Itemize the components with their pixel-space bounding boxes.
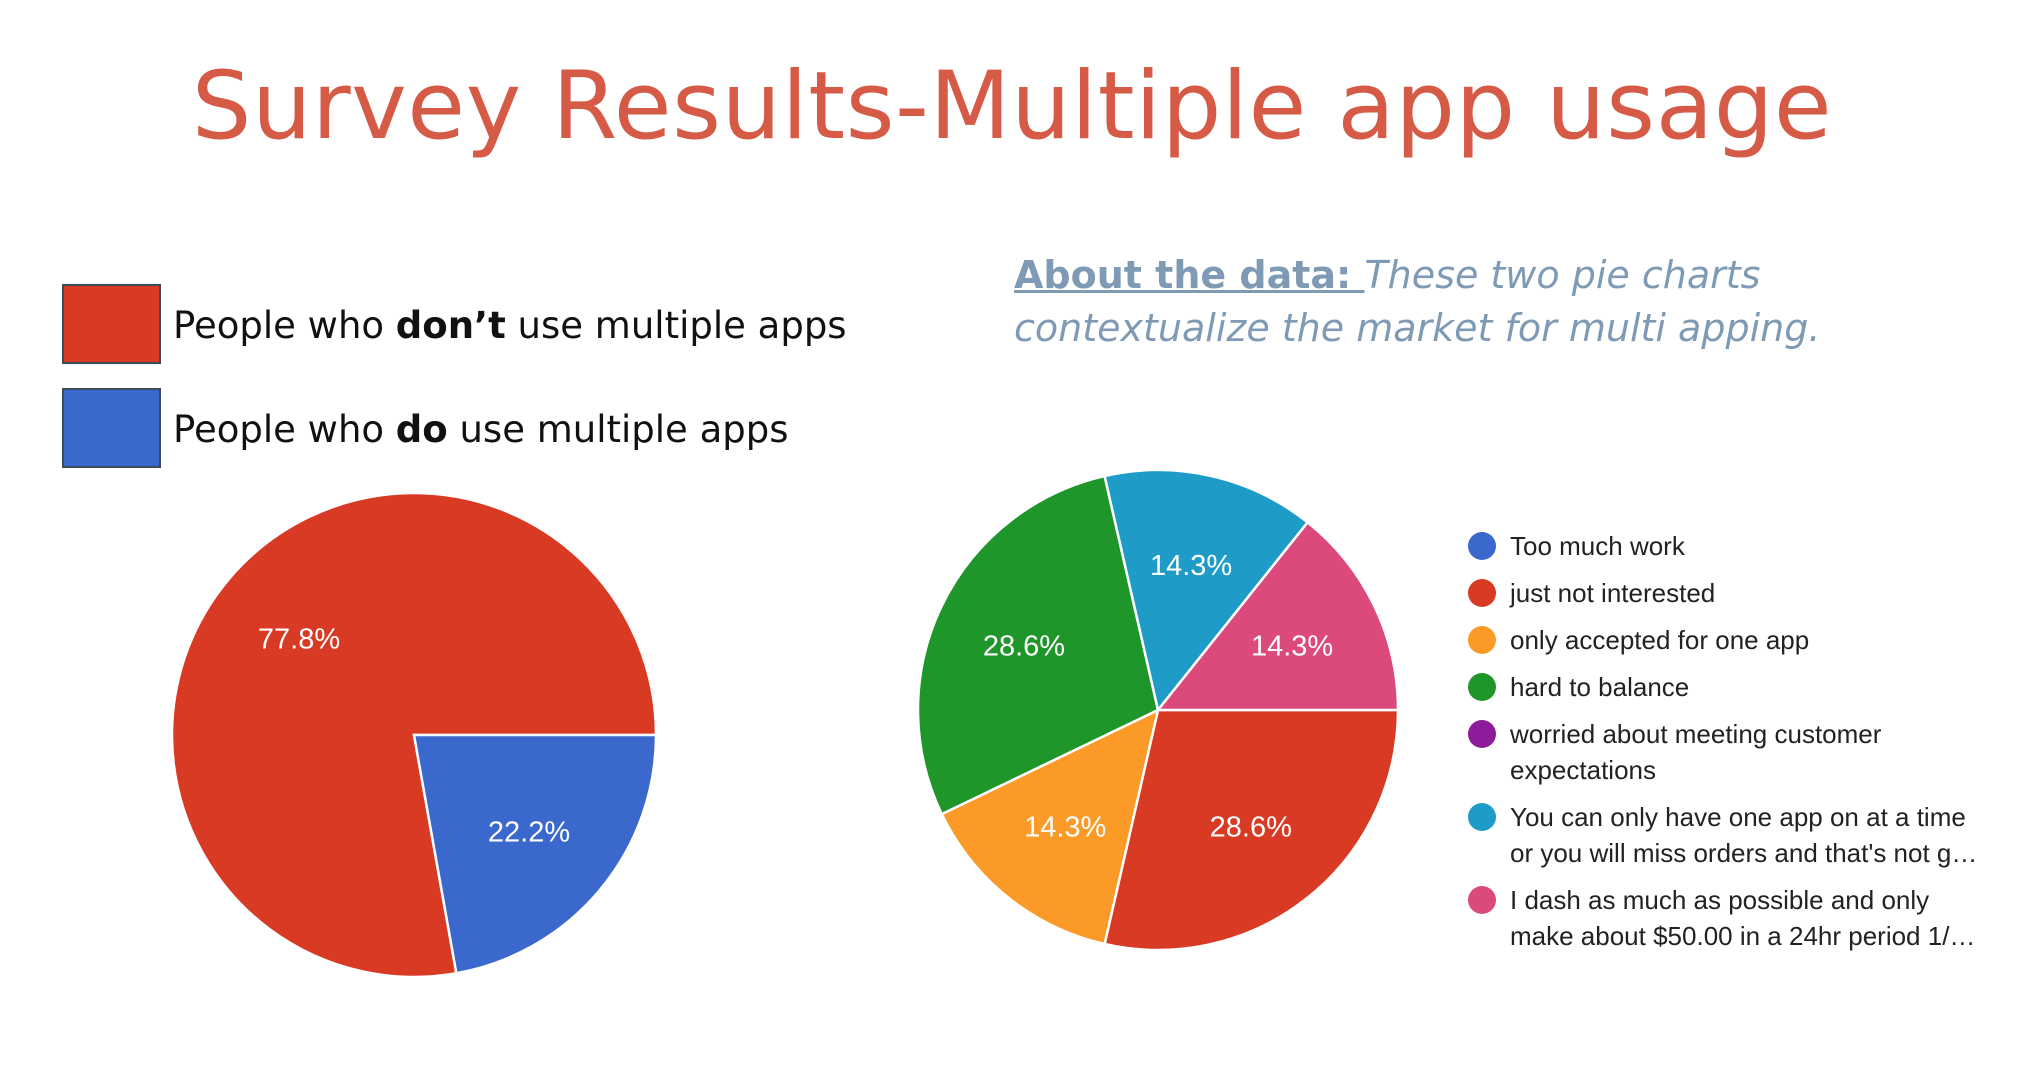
legend-label: worried about meeting customer xyxy=(1510,719,1882,749)
legend-dot-icon xyxy=(1468,579,1496,607)
pie2-data-label-5: 14.3% xyxy=(1150,550,1232,582)
pie2-slice-6 xyxy=(1155,520,1400,712)
pie1-data-label-0: 77.8% xyxy=(258,624,340,656)
pie2-slice-5 xyxy=(1103,468,1310,713)
legend-label-line2: make about $50.00 in a 24hr period 1/… xyxy=(1510,921,1976,951)
legend-item: Too much work xyxy=(1468,528,2024,564)
legend-dot-icon xyxy=(1468,626,1496,654)
legend-item: hard to balance xyxy=(1468,669,2024,705)
legend-dot-icon xyxy=(1468,673,1496,701)
about-the-data: About the data: These two pie charts con… xyxy=(1014,249,1914,355)
pie1-slice-1 xyxy=(412,733,658,975)
legend-swatch-dont-use xyxy=(62,284,161,364)
legend-item: I dash as much as possible and only make … xyxy=(1468,882,2024,954)
legend-item: worried about meeting customer expectatio… xyxy=(1468,716,2024,788)
legend-item: just not interested xyxy=(1468,575,2024,611)
pie2-slice-3 xyxy=(916,474,1160,816)
legend-label: only accepted for one app xyxy=(1510,625,1810,655)
legend-label-dont-use: People who don’t use multiple apps xyxy=(173,304,847,347)
pie1-data-label-1: 22.2% xyxy=(488,816,570,848)
legend-item: only accepted for one app xyxy=(1468,622,2024,658)
about-lead: About the data: xyxy=(1014,253,1365,297)
legend-dot-icon xyxy=(1468,720,1496,748)
legend-label: I dash as much as possible and only xyxy=(1510,885,1930,915)
pie2-slice-1 xyxy=(1103,708,1400,952)
legend-label: just not interested xyxy=(1510,578,1716,608)
page-title: Survey Results-Multiple app usage xyxy=(191,52,1833,161)
legend-dot-icon xyxy=(1468,532,1496,560)
legend-dot-icon xyxy=(1468,886,1496,914)
legend-swatch-do-use xyxy=(62,388,161,468)
legend-label: hard to balance xyxy=(1510,672,1690,702)
about-body: These two pie charts contextualize the m… xyxy=(1014,253,1821,350)
pie2-data-label-1: 28.6% xyxy=(1210,811,1292,843)
legend-label-line2: expectations xyxy=(1510,755,1656,785)
legend-dot-icon xyxy=(1468,803,1496,831)
legend-item: You can only have one app on at a time or… xyxy=(1468,799,2024,871)
pie2-data-label-3: 28.6% xyxy=(983,630,1065,662)
pie2-data-label-6: 14.3% xyxy=(1251,630,1333,662)
legend-label: Too much work xyxy=(1510,531,1685,561)
legend-label-line2: or you will miss orders and that's not g… xyxy=(1510,838,1978,868)
pie2-slice-2 xyxy=(940,707,1160,946)
pie2-data-label-2: 14.3% xyxy=(1024,811,1106,843)
chart2-legend: Too much work just not interested only acc… xyxy=(1468,528,2024,965)
legend-label-do-use: People who do use multiple apps xyxy=(173,408,789,451)
legend-label: You can only have one app on at a time xyxy=(1510,802,1966,832)
